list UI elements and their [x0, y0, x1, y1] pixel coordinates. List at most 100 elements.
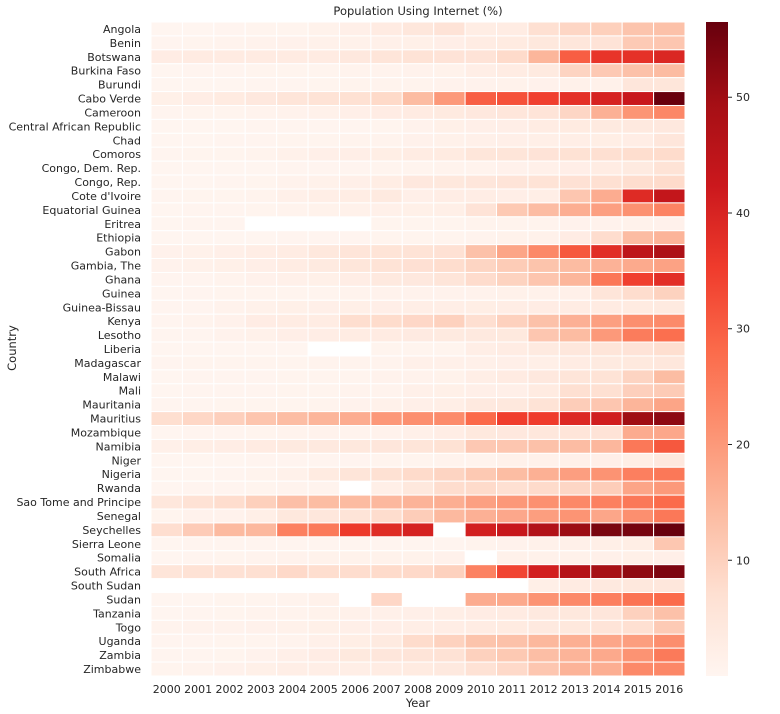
heatmap-cell [244, 633, 278, 649]
x-tick-label: 2012 [530, 683, 558, 696]
heatmap-cell [181, 452, 215, 468]
heatmap-cell [464, 313, 498, 329]
heatmap-cell [558, 77, 592, 93]
heatmap-cell [496, 411, 529, 427]
heatmap-cell [401, 369, 435, 385]
heatmap-cell [213, 202, 246, 218]
heatmap-cell [653, 313, 686, 329]
y-tick-label: Cote d'Ivoire [71, 190, 141, 203]
heatmap-cell [401, 341, 435, 357]
colorbar-gradient [706, 22, 728, 676]
heatmap-cell [401, 605, 435, 621]
heatmap-cell [527, 230, 560, 246]
heatmap-cell [621, 605, 655, 621]
heatmap-cell [181, 77, 215, 93]
heatmap-cell [276, 369, 309, 385]
heatmap-cell [527, 299, 560, 315]
heatmap-cell [653, 258, 686, 273]
heatmap-cell [464, 327, 498, 343]
heatmap-cell [307, 397, 340, 413]
heatmap-cell [181, 397, 215, 413]
heatmap-cell [558, 230, 592, 246]
heatmap-cell [370, 327, 403, 343]
heatmap-cell [496, 605, 529, 621]
heatmap-cell [433, 313, 466, 329]
heatmap-cell [621, 564, 655, 580]
heatmap-cell [621, 132, 655, 148]
heatmap-cell [276, 202, 309, 218]
heatmap-cell [621, 146, 655, 162]
heatmap-cell [653, 21, 686, 37]
heatmap-cell [464, 508, 498, 524]
heatmap-cell [307, 91, 340, 106]
colorbar-tick-label: 10 [736, 554, 750, 567]
heatmap-cell [307, 647, 340, 663]
heatmap-cell [370, 160, 403, 176]
heatmap-cell [401, 35, 435, 51]
heatmap-cell [558, 63, 592, 79]
heatmap-cell [307, 411, 340, 427]
y-tick-label: Uganda [99, 635, 141, 648]
heatmap-cell [181, 313, 215, 329]
heatmap-cell [244, 49, 278, 65]
x-tick-labels: 2000 2001 2002 2003 2004 2005 2006 2007 2008 2009… [153, 683, 684, 696]
heatmap-cell [150, 244, 183, 260]
heatmap-cell [150, 146, 183, 162]
heatmap-cell [276, 494, 309, 510]
heatmap-cell [527, 508, 560, 524]
heatmap-cell [621, 327, 655, 343]
heatmap-cell [401, 230, 435, 246]
heatmap-cell [590, 132, 623, 148]
heatmap-cell [370, 63, 403, 79]
heatmap-cell [527, 550, 560, 566]
heatmap-cell [464, 647, 498, 663]
heatmap-cell [401, 452, 435, 468]
heatmap-cell [527, 619, 560, 635]
heatmap-cell [213, 299, 246, 315]
heatmap-cell [401, 564, 435, 580]
heatmap-cell [213, 383, 246, 399]
heatmap-cell [527, 564, 560, 580]
heatmap-cell [464, 285, 498, 301]
heatmap-cell [496, 425, 529, 440]
heatmap-cell [150, 271, 183, 287]
heatmap-cell [276, 438, 309, 454]
heatmap-cell [370, 216, 403, 232]
heatmap-cell [590, 522, 623, 538]
heatmap-cell [401, 661, 435, 677]
heatmap-cell [401, 244, 435, 260]
heatmap-cell [496, 327, 529, 343]
heatmap-cell [590, 550, 623, 566]
heatmap-cell [433, 480, 466, 496]
heatmap-cell [433, 271, 466, 287]
heatmap-cell [370, 104, 403, 120]
heatmap-cell [150, 355, 183, 371]
heatmap-cell [653, 91, 686, 106]
heatmap-cell [338, 146, 372, 162]
heatmap-cell [276, 633, 309, 649]
heatmap-cell [181, 466, 215, 482]
heatmap-cell [496, 355, 529, 371]
heatmap-cell [653, 480, 686, 496]
heatmap-cell [496, 63, 529, 79]
heatmap-cell [276, 411, 309, 427]
heatmap-cell [276, 480, 309, 496]
y-tick-label: Cameroon [84, 106, 141, 119]
heatmap-cell [433, 452, 466, 468]
heatmap-cell [527, 35, 560, 51]
heatmap-cell [653, 35, 686, 51]
heatmap-cell [276, 661, 309, 677]
heatmap-cell [213, 104, 246, 120]
heatmap-cell [213, 480, 246, 496]
heatmap-cell [244, 397, 278, 413]
heatmap-cell [527, 355, 560, 371]
heatmap-cell [181, 480, 215, 496]
heatmap-cell [244, 494, 278, 510]
heatmap-cell [621, 647, 655, 663]
heatmap-cell [464, 564, 498, 580]
heatmap-cell [276, 647, 309, 663]
y-tick-label: Sao Tome and Principe [16, 496, 141, 509]
heatmap-cell [653, 49, 686, 65]
heatmap-cell [150, 522, 183, 538]
heatmap-cell [370, 118, 403, 134]
